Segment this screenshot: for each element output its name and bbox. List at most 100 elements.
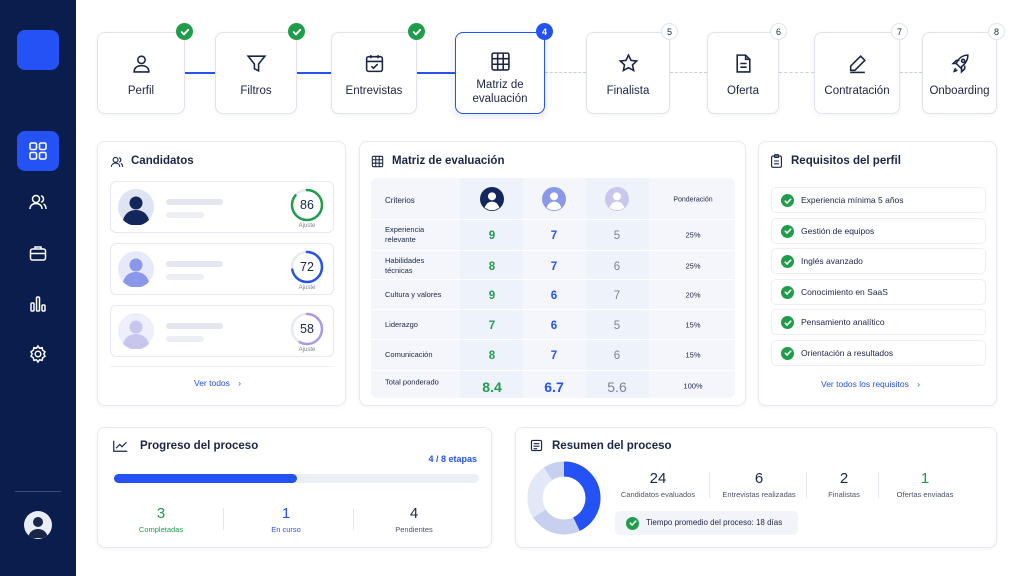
nav-settings[interactable] — [17, 334, 59, 374]
avatar-body — [484, 201, 500, 211]
role-placeholder — [166, 336, 204, 342]
score-cell: 6 — [550, 290, 558, 302]
score-cell: 6 — [613, 350, 621, 362]
icon — [530, 439, 543, 452]
nav-dashboard[interactable] — [17, 131, 59, 171]
logo[interactable] — [17, 30, 59, 70]
avatar-head — [129, 196, 143, 210]
header-criteria: Criterios — [385, 196, 415, 205]
requirement-item: Gestión de equipos — [771, 217, 986, 244]
stat-value: 3 — [156, 505, 166, 522]
score-cell: 9 — [488, 290, 496, 302]
stat-value: 24 — [649, 470, 667, 487]
stat-label: Completadas — [138, 525, 184, 534]
stat-label: Ofertas enviadas — [896, 490, 954, 499]
candidate-row[interactable]: 58 Ajuste — [110, 305, 334, 357]
nav-people[interactable] — [17, 182, 59, 222]
score-cell: 7 — [550, 350, 558, 362]
step[interactable]: Perfil — [97, 32, 185, 114]
step[interactable]: Filtros — [215, 32, 297, 114]
step-connector — [900, 72, 922, 73]
card-title: Progreso del proceso — [140, 440, 259, 452]
row-separator — [371, 309, 735, 310]
stat-value: 1 — [281, 505, 291, 522]
avatar-head — [129, 258, 143, 272]
check-icon — [781, 346, 794, 360]
weight-cell: 15% — [685, 350, 701, 360]
stat-value: 6 — [754, 470, 764, 487]
step-label: Entrevistas — [345, 85, 403, 97]
score-label: Ajuste — [298, 223, 316, 229]
requirement-item: Orientación a resultados — [771, 339, 986, 366]
score-cell: 7 — [488, 320, 496, 332]
check-icon — [781, 255, 794, 268]
column-band — [586, 178, 649, 398]
nav-reports[interactable] — [17, 284, 59, 324]
step-badge: 4 — [536, 23, 553, 40]
score-ring — [290, 312, 324, 346]
avatar-head — [129, 320, 143, 334]
name-placeholder — [166, 323, 223, 329]
nav-jobs[interactable] — [17, 233, 59, 273]
progress-summary: 4 / 8 etapas — [428, 454, 477, 464]
weight-cell: 20% — [685, 290, 701, 300]
requirement-text: Inglés avanzado — [801, 256, 863, 266]
icon — [771, 154, 782, 168]
candidate-avatar — [118, 189, 154, 225]
step-icon — [365, 55, 384, 73]
step[interactable]: Contratación — [814, 32, 900, 114]
score-cell: 7 — [550, 230, 558, 242]
requirement-text: Gestión de equipos — [801, 225, 875, 236]
requirement-item: Experiencia mínima 5 años — [771, 187, 986, 213]
step-label: Contratación — [824, 85, 890, 97]
requirement-item: Conocimiento en SaaS — [771, 278, 986, 305]
summary-card: Resumen del proceso 24 Candidatos evaluad… — [515, 427, 997, 548]
total-score: 8.4 — [482, 379, 502, 395]
view-all-link[interactable]: Ver todos › — [194, 378, 242, 388]
donut-chart — [527, 461, 601, 535]
score-value: 58 — [300, 322, 314, 336]
progress-card: Progreso del proceso 4 / 8 etapas 3 Comple… — [97, 427, 492, 548]
requirement-text: Orientación a resultados — [801, 347, 894, 358]
view-all-link[interactable]: Ver todos los requisitos › — [821, 379, 921, 389]
avatar-body — [123, 334, 149, 349]
weight-cell: 25% — [685, 261, 701, 271]
step-connector — [417, 72, 455, 74]
user-avatar[interactable] — [24, 511, 52, 539]
score-cell: 7 — [550, 261, 558, 273]
requirement-text: Experiencia mínima 5 años — [801, 195, 904, 205]
step[interactable]: Matriz de evaluación — [455, 32, 545, 114]
requirement-text: Pensamiento analítico — [801, 317, 885, 327]
score-cell: 8 — [488, 261, 496, 273]
step-icon — [491, 52, 510, 71]
progress-segment — [114, 474, 251, 483]
step-badge: 7 — [891, 23, 908, 40]
candidate-avatar — [542, 187, 566, 211]
requirement-item: Inglés avanzado — [771, 248, 986, 274]
row-separator — [371, 279, 735, 280]
step[interactable]: Oferta — [707, 32, 779, 114]
score-cell: 5 — [613, 320, 621, 332]
step-icon — [950, 54, 969, 74]
column-band — [460, 178, 523, 398]
step-connector — [545, 72, 586, 73]
step[interactable]: Finalista — [586, 32, 670, 114]
progress-segment — [250, 474, 297, 483]
candidate-avatar — [118, 313, 154, 349]
step-label: Finalista — [606, 85, 650, 97]
candidate-row[interactable]: 86 Ajuste — [110, 181, 334, 233]
requirement-item: Pensamiento analítico — [771, 309, 986, 335]
step-label: Oferta — [727, 85, 759, 97]
candidate-row[interactable]: 72 Ajuste — [110, 243, 334, 295]
stat-divider — [709, 472, 710, 498]
step[interactable]: Onboarding — [922, 32, 997, 114]
stat-value: 4 — [409, 505, 419, 522]
step[interactable]: Entrevistas — [331, 32, 417, 114]
row-separator — [371, 339, 735, 340]
role-placeholder — [166, 274, 204, 280]
step-label: Perfil — [127, 85, 155, 97]
ring-arc — [290, 250, 324, 284]
avatar-head — [550, 192, 558, 201]
step-badge — [176, 23, 193, 40]
